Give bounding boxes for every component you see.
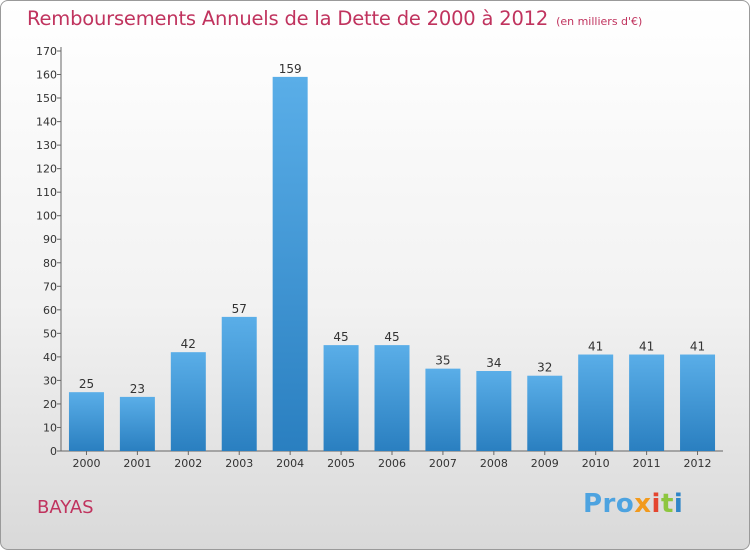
bar-value-label: 23 — [130, 382, 145, 396]
y-tick-label: 150 — [36, 92, 57, 105]
logo-part-1: Pro — [583, 489, 635, 519]
y-tick-label: 60 — [43, 304, 57, 317]
bar-value-label: 35 — [435, 354, 450, 368]
bar — [272, 76, 308, 451]
logo-part-3: i — [651, 489, 661, 519]
bar-value-label: 41 — [588, 340, 603, 354]
bar — [119, 396, 155, 451]
bar-value-label: 42 — [181, 337, 196, 351]
y-tick-label: 100 — [36, 210, 57, 223]
bar-value-label: 45 — [333, 330, 348, 344]
bar — [629, 354, 665, 451]
x-tick-label: 2005 — [327, 457, 355, 470]
proxiti-logo: Proxiti — [583, 489, 683, 519]
bar — [170, 352, 206, 451]
logo-part-4: t — [660, 489, 674, 519]
y-tick-label: 170 — [36, 45, 57, 58]
y-tick-label: 90 — [43, 233, 57, 246]
x-tick-label: 2000 — [72, 457, 100, 470]
y-tick-label: 50 — [43, 327, 57, 340]
bar-value-label: 41 — [639, 340, 654, 354]
y-tick-label: 30 — [43, 374, 57, 387]
commune-name: BAYAS — [37, 497, 94, 518]
bar-value-label: 25 — [79, 377, 94, 391]
bar-value-label: 34 — [486, 356, 501, 370]
chart-subtitle: (en milliers d'€) — [556, 15, 643, 28]
y-tick-label: 70 — [43, 280, 57, 293]
x-tick-label: 2009 — [531, 457, 559, 470]
bar — [221, 316, 257, 451]
chart-title-block: Remboursements Annuels de la Dette de 20… — [27, 7, 642, 30]
bar — [680, 354, 716, 451]
x-tick-label: 2006 — [378, 457, 406, 470]
x-tick-label: 2012 — [684, 457, 712, 470]
bar — [578, 354, 614, 451]
y-tick-label: 20 — [43, 398, 57, 411]
bar — [527, 375, 563, 451]
y-tick-label: 140 — [36, 116, 57, 129]
x-tick-label: 2010 — [582, 457, 610, 470]
bar-value-label: 32 — [537, 361, 552, 375]
x-tick-label: 2002 — [174, 457, 202, 470]
x-tick-label: 2003 — [225, 457, 253, 470]
x-tick-label: 2001 — [123, 457, 151, 470]
bar — [425, 368, 461, 451]
y-tick-label: 160 — [36, 69, 57, 82]
x-tick-label: 2007 — [429, 457, 457, 470]
chart-title: Remboursements Annuels de la Dette de 20… — [27, 7, 549, 30]
chart-bars — [68, 76, 716, 451]
y-tick-label: 10 — [43, 421, 57, 434]
logo-part-2: x — [634, 489, 652, 519]
bar — [323, 345, 359, 451]
chart-value-labels: 25 23 42 57 159 45 45 35 34 32 41 41 41 — [79, 62, 705, 396]
logo-part-5: i — [673, 489, 684, 519]
bar-value-label: 57 — [232, 302, 247, 316]
bar — [374, 345, 410, 451]
bar-value-label: 159 — [279, 62, 302, 76]
y-tick-label: 110 — [36, 186, 57, 199]
y-tick-label: 130 — [36, 139, 57, 152]
bar-value-label: 45 — [384, 330, 399, 344]
bar — [68, 392, 104, 451]
x-tick-label: 2008 — [480, 457, 508, 470]
y-tick-label: 80 — [43, 257, 57, 270]
y-tick-label: 0 — [50, 445, 57, 458]
x-tick-label: 2011 — [633, 457, 661, 470]
bar-value-label: 41 — [690, 340, 705, 354]
y-tick-label: 40 — [43, 351, 57, 364]
bar — [476, 371, 512, 451]
x-tick-label: 2004 — [276, 457, 304, 470]
y-tick-label: 120 — [36, 163, 57, 176]
